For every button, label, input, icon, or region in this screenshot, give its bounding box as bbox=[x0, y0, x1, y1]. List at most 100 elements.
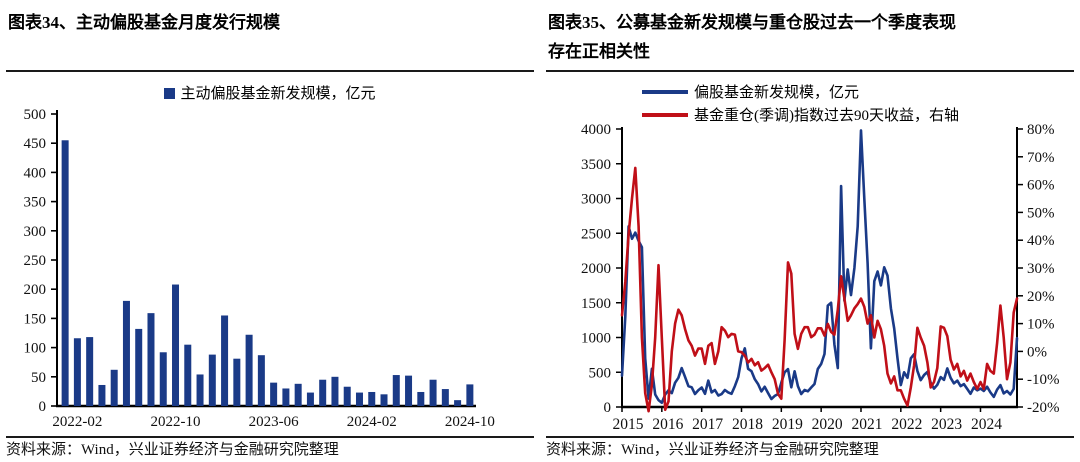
figure-34-legend: 主动偏股基金新发规模，亿元 bbox=[6, 82, 534, 103]
figure-34-title: 图表34、主动偏股基金月度发行规模 bbox=[8, 13, 280, 32]
legend-row-issuance: 偏股基金新发规模，亿元 bbox=[642, 80, 959, 103]
right-y-tick-label: 60% bbox=[1027, 178, 1055, 194]
bar bbox=[343, 386, 351, 406]
right-y-tick-label: 30% bbox=[1027, 261, 1055, 277]
left-y-tick-label: 1000 bbox=[581, 331, 611, 347]
figure-35-source: 资料来源：Wind，兴业证券经济与金融研究院整理 bbox=[546, 442, 879, 458]
right-y-tick-label: 10% bbox=[1027, 317, 1055, 333]
bar bbox=[429, 379, 437, 406]
right-y-tick-label: 80% bbox=[1027, 124, 1055, 138]
figure-35-legend: 偏股基金新发规模，亿元 基金重仓(季调)指数过去90天收益，右轴 bbox=[642, 80, 959, 126]
left-y-tick-label: 500 bbox=[589, 365, 612, 381]
left-y-tick-label: 2000 bbox=[581, 261, 611, 277]
bar bbox=[368, 391, 376, 406]
red-line-marker bbox=[642, 112, 688, 117]
bar bbox=[122, 300, 130, 406]
bar bbox=[61, 140, 69, 406]
figure-34-chart-box: 主动偏股基金新发规模，亿元 0 50 100 150 200 250 300 350 400 45… bbox=[6, 70, 534, 438]
left-y-tick-label: 3500 bbox=[581, 157, 611, 173]
figure-35-panel: 图表35、公募基金新发规模与重仓股过去一个季度表现 存在正相关性 偏股基金新发规… bbox=[542, 0, 1076, 462]
figure-35-title-line2: 存在正相关性 bbox=[548, 42, 650, 61]
right-y-tick-label: 20% bbox=[1027, 289, 1055, 305]
bar bbox=[172, 284, 180, 406]
y-axis-tick-label: 350 bbox=[24, 195, 47, 211]
x-axis-tick-label: 2015 bbox=[613, 416, 644, 433]
bar bbox=[441, 389, 449, 406]
x-axis-tick-label: 2020 bbox=[812, 416, 843, 433]
blue-series-line bbox=[620, 129, 1019, 405]
y-axis-tick-label: 500 bbox=[24, 107, 47, 123]
bar bbox=[159, 352, 167, 406]
figure-35-title: 图表35、公募基金新发规模与重仓股过去一个季度表现 存在正相关性 bbox=[548, 8, 1068, 66]
blue-line-marker bbox=[642, 89, 688, 94]
y-axis-tick-label: 50 bbox=[31, 370, 46, 386]
left-y-tick-label: 4000 bbox=[581, 124, 611, 138]
bar-series-swatch bbox=[164, 88, 176, 99]
left-y-tick-label: 3000 bbox=[581, 192, 611, 208]
x-axis-tick-label: 2024-02 bbox=[347, 414, 397, 430]
bar bbox=[380, 394, 388, 406]
bar bbox=[245, 334, 253, 406]
y-axis-tick-label: 150 bbox=[24, 311, 47, 327]
x-axis-tick-label: 2023 bbox=[931, 416, 962, 433]
bar bbox=[306, 392, 314, 406]
bar bbox=[147, 313, 155, 406]
bar bbox=[110, 369, 118, 406]
bar bbox=[294, 383, 302, 406]
x-axis-tick-label: 2021 bbox=[851, 416, 882, 433]
right-y-tick-label: 50% bbox=[1027, 205, 1055, 221]
bar bbox=[135, 328, 143, 406]
bar bbox=[221, 315, 229, 406]
bar bbox=[392, 375, 400, 406]
right-y-tick-label: -20% bbox=[1027, 400, 1060, 416]
x-axis-tick-label: 2018 bbox=[732, 416, 763, 433]
y-axis-tick-label: 400 bbox=[24, 165, 47, 181]
y-axis-tick-label: 450 bbox=[24, 136, 47, 152]
blue-series-label: 偏股基金新发规模，亿元 bbox=[694, 85, 860, 101]
bar bbox=[233, 358, 241, 406]
bar bbox=[405, 375, 413, 406]
red-series-label: 基金重仓(季调)指数过去90天收益，右轴 bbox=[694, 108, 959, 124]
x-axis-tick-label: 2019 bbox=[772, 416, 803, 433]
right-y-tick-label: 40% bbox=[1027, 233, 1055, 249]
left-y-tick-label: 0 bbox=[604, 400, 612, 416]
bar bbox=[466, 384, 474, 406]
y-axis-tick-label: 100 bbox=[24, 341, 47, 357]
bar bbox=[208, 354, 216, 406]
left-y-tick-label: 2500 bbox=[581, 226, 611, 242]
bar bbox=[98, 384, 106, 406]
y-axis-tick-label: 300 bbox=[24, 224, 47, 240]
bar bbox=[257, 355, 265, 406]
x-axis-tick-label: 2017 bbox=[692, 416, 723, 433]
issuance-vs-return-line-chart: 0 500 1000 1500 2000 2500 3000 3500 4000 -20% -10%… bbox=[581, 124, 1060, 433]
x-axis-tick-label: 2016 bbox=[652, 416, 683, 433]
bar bbox=[282, 388, 290, 406]
bar-series-label: 主动偏股基金新发规模，亿元 bbox=[180, 86, 376, 102]
bar bbox=[331, 376, 339, 406]
y-axis-tick-label: 200 bbox=[24, 282, 47, 298]
bar bbox=[184, 344, 192, 406]
figure-35-chart-box: 偏股基金新发规模，亿元 基金重仓(季调)指数过去90天收益，右轴 0 500 100… bbox=[546, 70, 1074, 438]
bar bbox=[355, 392, 363, 406]
bar bbox=[73, 338, 81, 406]
monthly-issuance-bar-chart: 0 50 100 150 200 250 300 350 400 450 500 2022-02 202… bbox=[24, 107, 495, 430]
figure-34-panel: 图表34、主动偏股基金月度发行规模 主动偏股基金新发规模，亿元 0 50 100 15… bbox=[2, 0, 536, 462]
bar bbox=[270, 382, 278, 406]
bar bbox=[454, 400, 462, 406]
x-axis-tick-label: 2022-10 bbox=[151, 414, 201, 430]
x-axis-tick-label: 2023-06 bbox=[249, 414, 299, 430]
bar bbox=[86, 337, 94, 406]
x-axis-tick-label: 2024 bbox=[971, 416, 1002, 433]
legend-row-return: 基金重仓(季调)指数过去90天收益，右轴 bbox=[642, 103, 959, 126]
red-series-line bbox=[620, 166, 1019, 413]
x-axis-tick-label: 2022-02 bbox=[52, 414, 102, 430]
left-y-tick-label: 1500 bbox=[581, 296, 611, 312]
right-y-tick-label: 0% bbox=[1027, 344, 1047, 360]
bar bbox=[196, 374, 204, 406]
y-axis-tick-label: 250 bbox=[24, 253, 47, 269]
right-y-tick-label: -10% bbox=[1027, 372, 1060, 388]
figure-34-source: 资料来源：Wind，兴业证券经济与金融研究院整理 bbox=[6, 442, 339, 458]
bar bbox=[319, 379, 327, 406]
bar bbox=[417, 391, 425, 406]
